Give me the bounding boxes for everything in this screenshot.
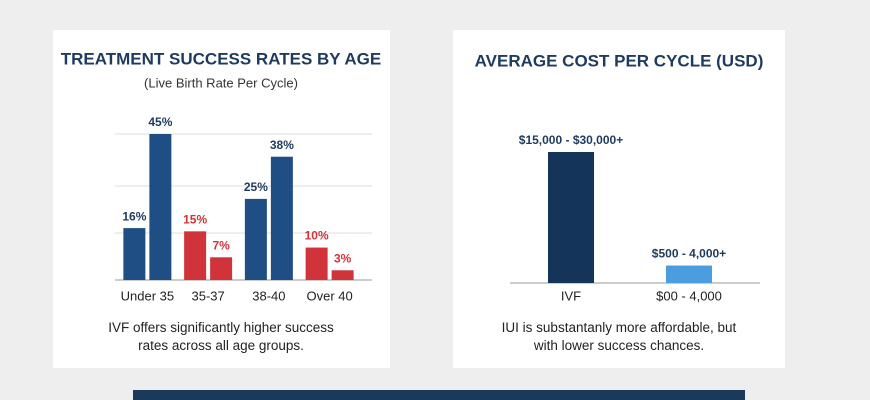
bar bbox=[184, 231, 207, 280]
data-label: 16% bbox=[122, 209, 146, 223]
data-label: 45% bbox=[148, 115, 172, 129]
bar bbox=[666, 265, 712, 283]
footnote: IVF offers significantly higher success r… bbox=[108, 320, 334, 353]
x-tick-label: Under 35 bbox=[121, 288, 174, 303]
bar bbox=[210, 257, 233, 280]
x-tick-label: IVF bbox=[561, 288, 581, 303]
bar bbox=[123, 228, 146, 280]
data-label: 25% bbox=[244, 180, 268, 194]
chart-subtitle: (Live Birth Rate Per Cycle) bbox=[144, 75, 298, 90]
card bbox=[453, 30, 785, 368]
footnote: IUI is substantanly more affordable, but… bbox=[502, 320, 737, 353]
bar bbox=[244, 198, 267, 280]
data-label: $500 - 4,000+ bbox=[652, 247, 726, 261]
bar bbox=[149, 134, 172, 280]
bar bbox=[305, 247, 328, 280]
data-label: $15,000 - $30,000+ bbox=[519, 133, 623, 147]
footer-banner bbox=[133, 390, 745, 400]
bar bbox=[270, 156, 293, 280]
chart-title: AVERAGE COST PER CYCLE (USD) bbox=[475, 51, 764, 70]
data-label: 38% bbox=[270, 138, 294, 152]
x-tick-label: Over 40 bbox=[307, 288, 353, 303]
x-tick-label: $00 - 4,000 bbox=[656, 288, 722, 303]
x-tick-label: 35-37 bbox=[192, 288, 225, 303]
data-label: 10% bbox=[305, 229, 329, 243]
data-label: 3% bbox=[334, 251, 352, 265]
x-tick-label: 38-40 bbox=[252, 288, 285, 303]
bar bbox=[548, 152, 594, 283]
data-label: 7% bbox=[212, 238, 230, 252]
card bbox=[53, 30, 390, 368]
chart-title: TREATMENT SUCCESS RATES BY AGE bbox=[61, 49, 382, 68]
data-label: 15% bbox=[183, 213, 207, 227]
bar bbox=[331, 270, 354, 280]
